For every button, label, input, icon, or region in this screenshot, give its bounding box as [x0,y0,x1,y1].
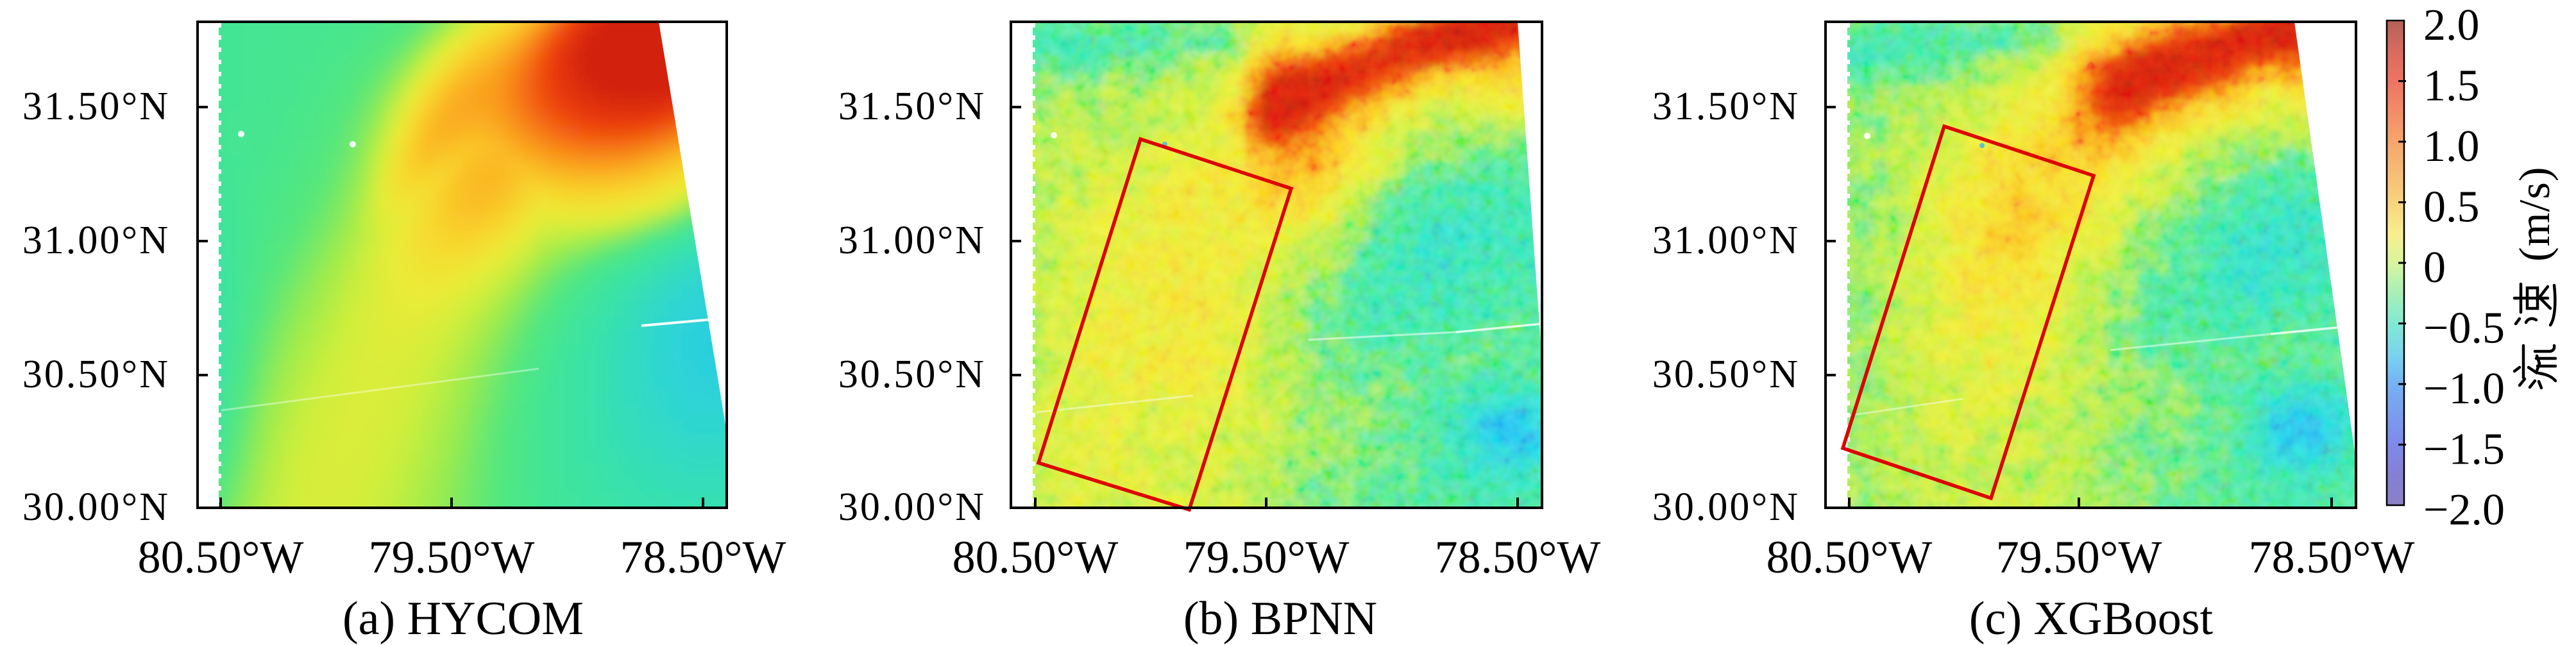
svg-text:(m/s): (m/s) [2510,166,2559,262]
svg-text:80.50°W: 80.50°W [953,532,1119,583]
svg-text:30.50°N: 30.50°N [22,353,170,396]
svg-text:79.50°W: 79.50°W [1183,532,1350,583]
svg-text:0.5: 0.5 [2423,183,2480,232]
svg-text:(c) XGBoost: (c) XGBoost [1969,592,2214,645]
svg-text:30.50°N: 30.50°N [1652,353,1800,396]
svg-text:30.00°N: 30.00°N [22,485,170,529]
svg-text:30.50°N: 30.50°N [838,353,986,396]
svg-text:31.50°N: 31.50°N [1652,85,1800,128]
svg-text:−1.5: −1.5 [2423,425,2505,474]
svg-text:2.0: 2.0 [2423,1,2480,50]
svg-text:31.50°N: 31.50°N [22,85,170,128]
svg-text:(b) BPNN: (b) BPNN [1183,592,1377,645]
svg-text:0: 0 [2423,243,2446,292]
svg-text:79.50°W: 79.50°W [1996,532,2162,583]
svg-text:−2.0: −2.0 [2423,485,2505,535]
svg-text:30.00°N: 30.00°N [838,485,986,529]
svg-text:31.00°N: 31.00°N [838,219,986,262]
svg-text:78.50°W: 78.50°W [1435,532,1601,583]
svg-text:−0.5: −0.5 [2423,304,2505,353]
svg-text:1.0: 1.0 [2423,122,2480,171]
svg-text:78.50°W: 78.50°W [620,532,786,583]
svg-text:(a) HYCOM: (a) HYCOM [343,592,584,645]
svg-text:30.00°N: 30.00°N [1652,485,1800,529]
svg-text:1.5: 1.5 [2423,62,2480,111]
svg-text:79.50°W: 79.50°W [369,532,535,583]
svg-text:31.00°N: 31.00°N [22,219,170,262]
svg-text:31.00°N: 31.00°N [1652,219,1800,262]
svg-text:80.50°W: 80.50°W [138,532,304,583]
svg-text:80.50°W: 80.50°W [1767,532,1933,583]
svg-text:78.50°W: 78.50°W [2249,532,2415,583]
svg-text:31.50°N: 31.50°N [838,85,986,128]
svg-text:−1.0: −1.0 [2423,364,2505,414]
